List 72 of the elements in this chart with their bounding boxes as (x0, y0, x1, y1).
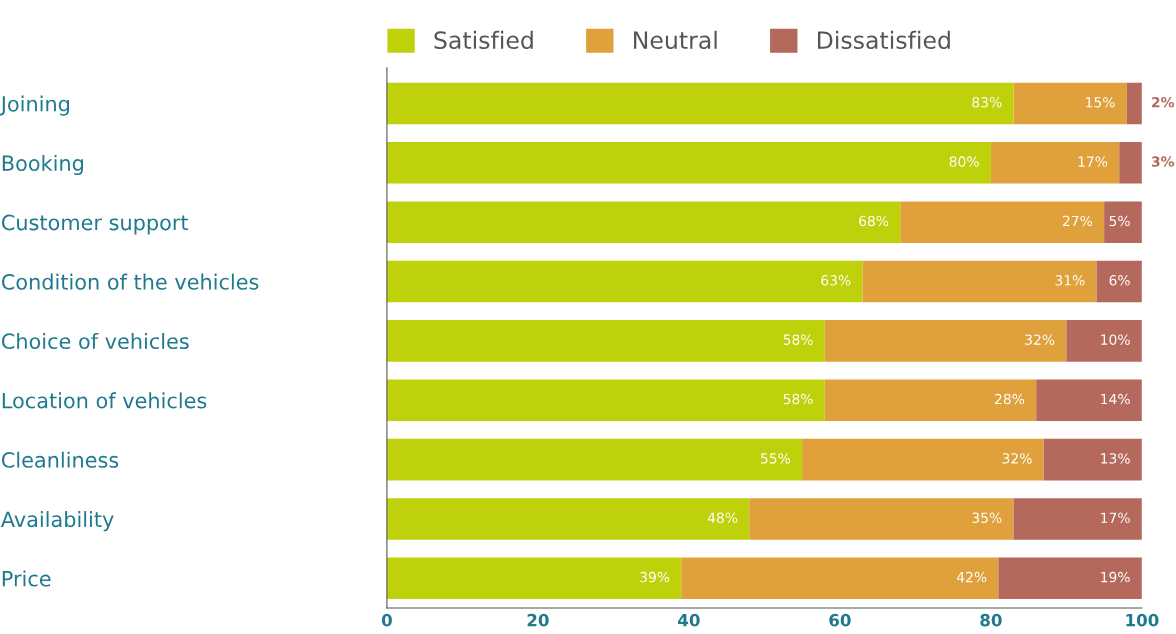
bar (862, 260, 1097, 303)
data-label: 10% (1101, 334, 1130, 345)
bar (998, 557, 1142, 600)
bar (386, 82, 1014, 125)
data-label: 42% (956, 571, 987, 583)
bar (681, 557, 999, 600)
x-tick-label: 100 (1126, 613, 1159, 627)
bar (386, 260, 863, 303)
data-label: 13% (1101, 453, 1130, 464)
data-label: 6% (1109, 275, 1130, 286)
data-label: 32% (1025, 334, 1055, 345)
bar (386, 557, 682, 600)
bar (1104, 201, 1142, 243)
bar (824, 379, 1037, 422)
y-tick-label: Location of vehicles (2, 392, 207, 409)
data-label: 58% (783, 393, 813, 405)
data-label: 35% (972, 512, 1002, 523)
bar (990, 142, 1120, 184)
data-label: 80% (949, 156, 979, 167)
data-label: 17% (1078, 156, 1108, 167)
y-tick-label: Joining (0, 95, 69, 116)
data-label: 14% (1101, 393, 1130, 405)
y-tick-label: Price (2, 570, 51, 587)
bar (386, 438, 803, 481)
bar (1096, 260, 1142, 303)
y-tick-label: Condition of the vehicles (1, 273, 259, 290)
bar (1013, 498, 1142, 540)
y-tick-label: Booking (2, 154, 83, 176)
data-label: 32% (1002, 453, 1032, 464)
data-label: 31% (1055, 275, 1085, 286)
bar (1043, 438, 1142, 481)
bar (900, 201, 1105, 243)
x-tick-label: 80 (980, 613, 1002, 627)
x-tick-label: 20 (527, 613, 549, 627)
data-label: 28% (995, 393, 1025, 405)
data-label: 19% (1101, 571, 1130, 583)
bar (1126, 82, 1142, 125)
x-tick-label: 60 (829, 613, 851, 627)
y-tick-label: Customer support (1, 214, 189, 235)
bar (1066, 320, 1142, 362)
x-tick-label: 40 (678, 613, 700, 627)
data-label: 63% (821, 275, 851, 286)
bar (386, 320, 825, 362)
bar (1036, 379, 1142, 422)
y-tick-label: Availability (0, 511, 114, 532)
x-tick-label: 0 (381, 613, 392, 627)
data-label: 55% (761, 453, 791, 464)
data-label: 15% (1086, 96, 1115, 108)
bar (386, 142, 991, 184)
bar (802, 438, 1044, 481)
y-tick-label: Cleanliness (1, 451, 119, 468)
data-label: 58% (783, 334, 813, 345)
bar (386, 379, 825, 422)
data-label: 39% (640, 571, 670, 583)
data-label: 17% (1101, 512, 1130, 523)
data-label: 48% (707, 512, 738, 523)
bar (386, 498, 750, 540)
bar (386, 201, 901, 243)
data-label: 83% (972, 96, 1002, 108)
bar (824, 320, 1067, 362)
bar (1119, 142, 1142, 184)
bar (1013, 82, 1127, 125)
bar (749, 498, 1014, 540)
data-label: 5% (1109, 215, 1130, 227)
legend-label: Dissatisfied (817, 30, 950, 50)
data-label: 68% (859, 215, 889, 227)
data-label: 2% (1152, 96, 1175, 108)
legend-label: Satisfied (434, 30, 533, 50)
y-tick-label: Choice of vehicles (1, 332, 189, 350)
data-label: 27% (1062, 215, 1093, 227)
data-label: 3% (1151, 156, 1175, 167)
legend-label: Neutral (634, 30, 717, 50)
